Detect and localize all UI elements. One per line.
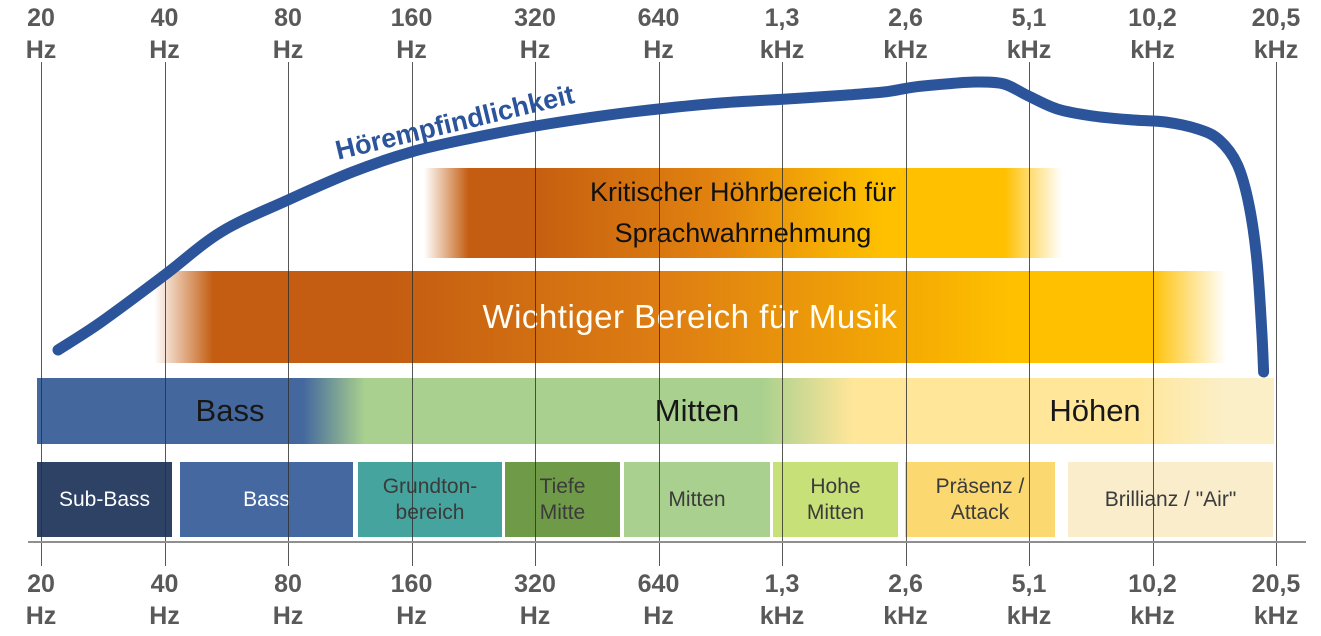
bottom-axis-value: 80: [274, 570, 302, 598]
gridline: [1276, 62, 1277, 541]
bottom-axis-unit: kHz: [759, 602, 805, 630]
axis-tick: [41, 541, 42, 566]
segment-hohe-mitten: Hohe Mitten: [773, 462, 898, 537]
gridline: [535, 62, 536, 541]
bottom-axis-value: 5,1: [1011, 570, 1047, 598]
top-axis-unit: kHz: [883, 36, 928, 64]
segment-label: Brillianz / "Air": [1104, 487, 1237, 511]
segment-label: Mitten: [668, 487, 726, 511]
segment-pr-senz-attack: Präsenz / Attack: [905, 462, 1055, 537]
mitten-range-label: Mitten: [654, 393, 740, 428]
segment-label: Sub-Bass: [58, 487, 151, 511]
top-axis-value: 80: [274, 4, 302, 32]
top-axis-unit: kHz: [759, 36, 805, 64]
axis-tick: [164, 541, 166, 566]
bottom-axis-unit: Hz: [25, 602, 57, 630]
top-axis-unit: kHz: [1130, 36, 1175, 64]
bottom-axis-unit: Hz: [519, 602, 551, 630]
gridline: [1152, 62, 1154, 541]
bottom-axis-value: 40: [150, 570, 179, 598]
top-axis-value: 1,3: [764, 4, 800, 32]
top-axis-value: 10,2: [1128, 4, 1177, 32]
bottom-axis-unit: kHz: [1130, 602, 1175, 630]
top-axis-unit: Hz: [272, 36, 304, 64]
segment-label: Präsenz /: [935, 474, 1025, 498]
axis-tick: [905, 541, 907, 566]
speech-critical-label-line2: Sprachwahrnehmung: [614, 218, 872, 248]
top-axis-unit: Hz: [149, 36, 180, 64]
segment-grundton-bereich: Grundton-bereich: [358, 462, 502, 537]
segment-label: Bass: [243, 487, 290, 511]
gridline: [41, 62, 42, 541]
bottom-axis-unit: kHz: [1253, 602, 1299, 630]
hoehen-range-label: Höhen: [1049, 393, 1141, 428]
sensitivity-curve-label: Hörempfindlichkeit: [332, 79, 578, 166]
top-axis-value: 20: [27, 4, 55, 32]
axis-tick: [782, 541, 783, 566]
bottom-axis-value: 2,6: [888, 570, 923, 598]
axis-tick: [1276, 541, 1277, 566]
axis-tick: [411, 541, 413, 566]
top-axis-value: 20,5: [1251, 4, 1301, 32]
music-band-label: Wichtiger Bereich für Musik: [482, 298, 898, 335]
top-axis-unit: Hz: [25, 36, 57, 64]
segment-label: bereich: [395, 500, 465, 524]
segment-sub-bass: Sub-Bass: [37, 462, 172, 537]
segment-bass: Bass: [180, 462, 353, 537]
bottom-axis-unit: Hz: [643, 602, 674, 630]
top-axis-value: 160: [390, 4, 433, 32]
gridline: [782, 62, 783, 541]
axis-tick: [535, 541, 536, 566]
top-axis-unit: Hz: [519, 36, 551, 64]
bottom-axis-unit: kHz: [1006, 602, 1052, 630]
top-axis-unit: kHz: [1253, 36, 1299, 64]
speech-critical-band: Kritischer Höhrbereich für Sprachwahrneh…: [424, 168, 1062, 258]
top-axis-value: 40: [150, 4, 179, 32]
axis-tick: [1029, 541, 1030, 566]
gridline: [164, 62, 166, 541]
bottom-axis-value: 20,5: [1251, 570, 1301, 598]
gridline: [905, 62, 907, 541]
bottom-axis-value: 1,3: [764, 570, 800, 598]
segment-mitten: Mitten: [624, 462, 770, 537]
top-axis-value: 320: [514, 4, 556, 32]
segment-label: Grundton-: [382, 474, 478, 498]
bottom-axis-unit: Hz: [396, 602, 427, 630]
bass-range-label: Bass: [195, 393, 265, 428]
axis-tick: [1152, 541, 1154, 566]
speech-critical-label: Kritischer Höhrbereich für Sprachwahrneh…: [590, 172, 896, 254]
axis-tick: [288, 541, 289, 566]
axis-tick: [658, 541, 660, 566]
top-axis-value: 5,1: [1011, 4, 1047, 32]
bottom-axis-value: 160: [390, 570, 433, 598]
music-band: Wichtiger Bereich für Musik: [154, 271, 1226, 363]
gridline: [288, 62, 289, 541]
bottom-axis-value: 640: [637, 570, 680, 598]
speech-critical-label-line1: Kritischer Höhrbereich für: [589, 177, 897, 207]
top-axis-value: 640: [637, 4, 680, 32]
segment-tiefe-mitte: Tiefe Mitte: [505, 462, 620, 537]
bottom-axis-value: 20: [27, 570, 55, 598]
segment-label: Tiefe: [539, 474, 586, 498]
main-ranges-band: Bass Mitten Höhen: [37, 378, 1274, 444]
bottom-axis-value: 320: [514, 570, 556, 598]
top-axis-unit: kHz: [1006, 36, 1052, 64]
gridline: [1029, 62, 1030, 541]
gridline: [658, 62, 660, 541]
x-axis-line: [28, 541, 1306, 543]
top-axis-unit: Hz: [643, 36, 674, 64]
bottom-axis-value: 10,2: [1128, 570, 1177, 598]
bottom-axis-unit: Hz: [272, 602, 304, 630]
segment-brillianz-air: Brillianz / "Air": [1068, 462, 1273, 537]
bottom-axis-unit: kHz: [883, 602, 928, 630]
segment-label: Attack: [950, 500, 1010, 524]
segment-label: Mitte: [539, 500, 586, 524]
top-axis-value: 2,6: [888, 4, 923, 32]
segment-label: Hohe: [810, 474, 861, 498]
segment-label: Mitten: [806, 500, 865, 524]
top-axis-unit: Hz: [396, 36, 427, 64]
bottom-axis-unit: Hz: [149, 602, 180, 630]
